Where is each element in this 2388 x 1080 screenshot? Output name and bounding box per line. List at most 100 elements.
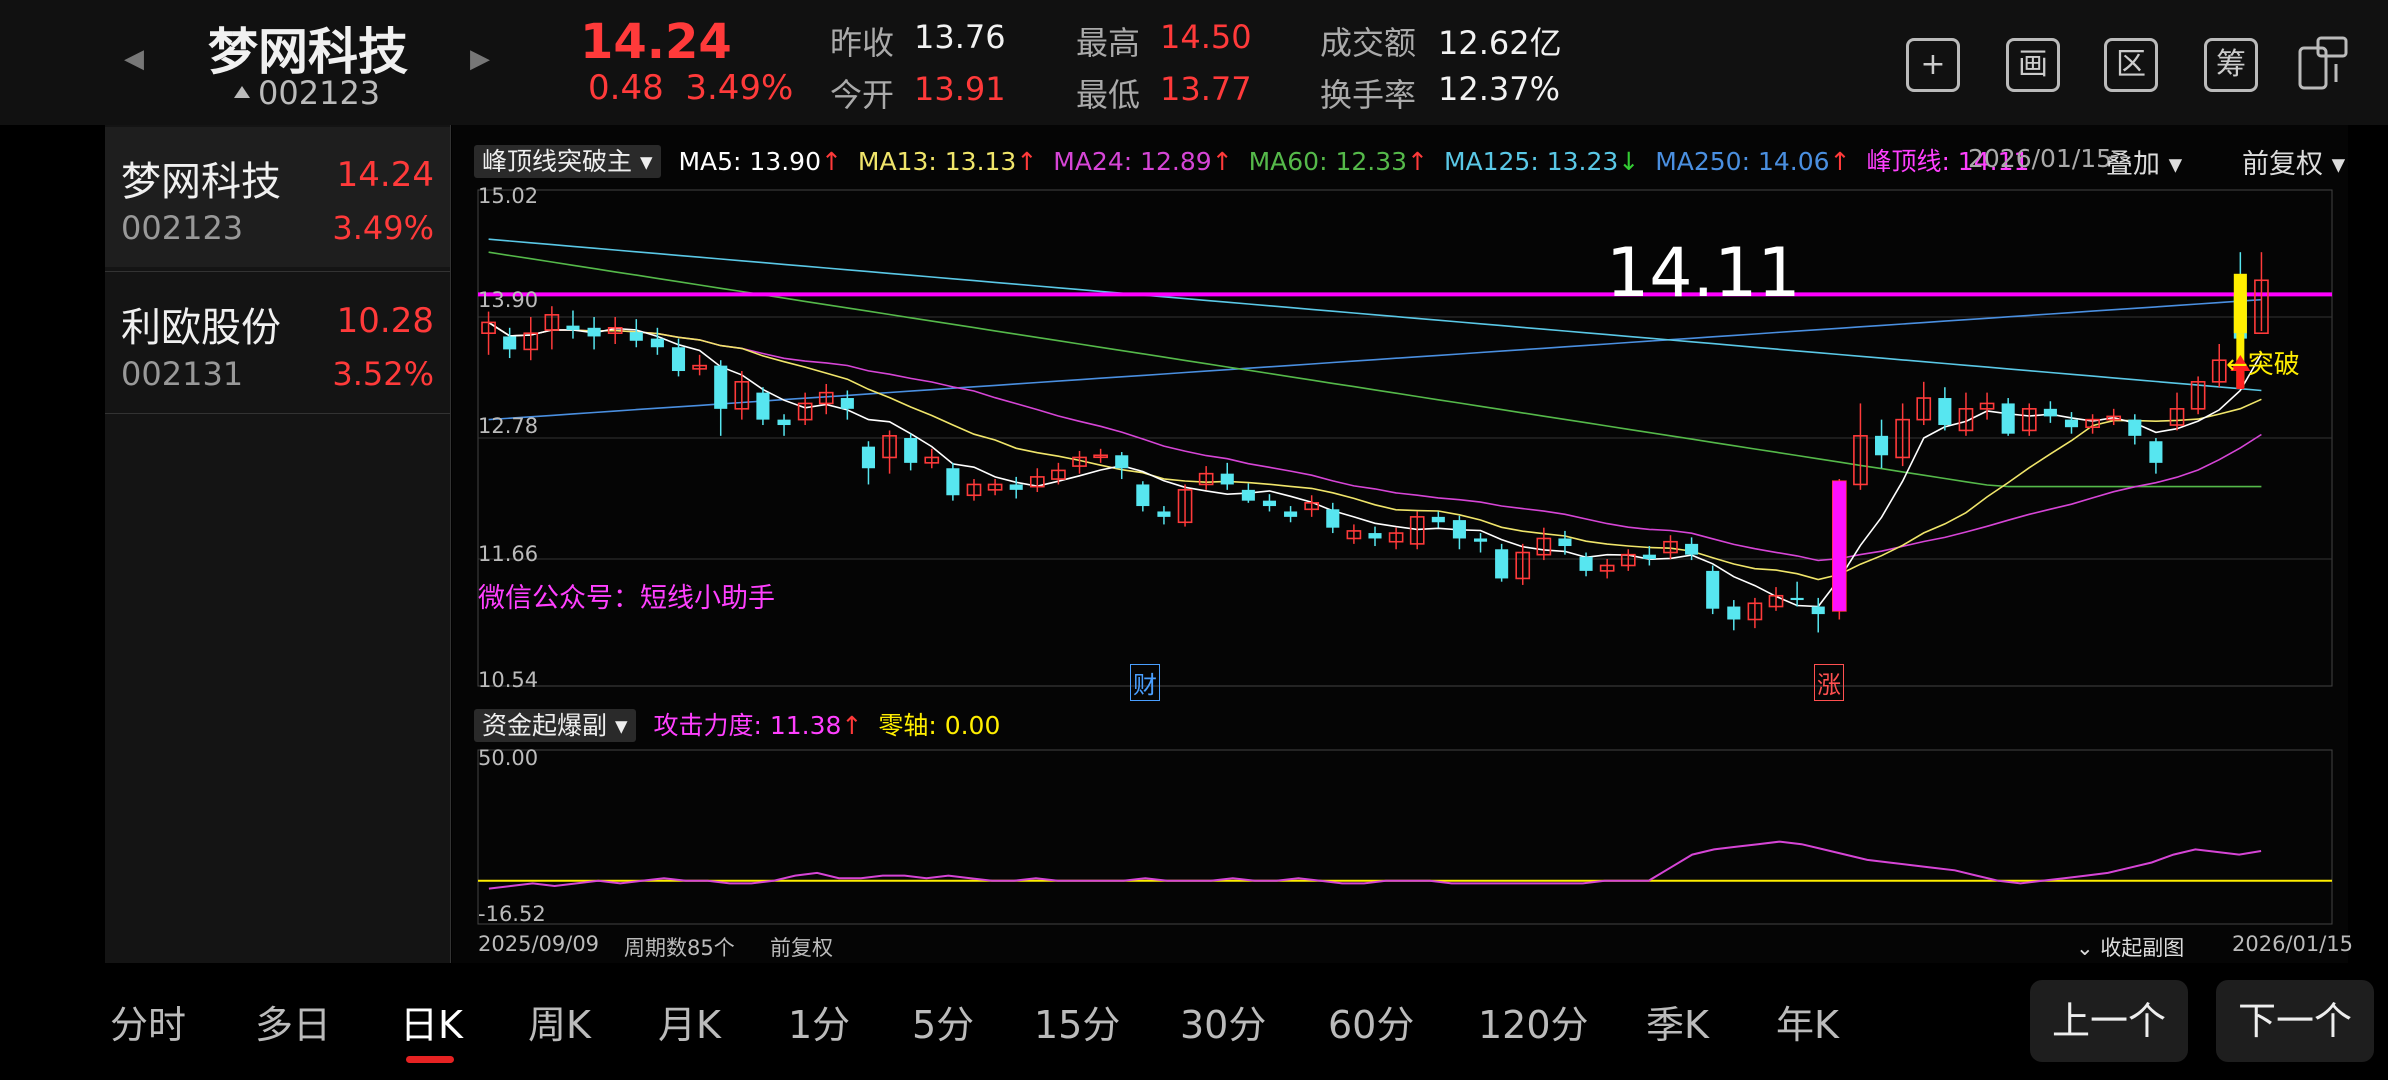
tab-7[interactable]: 15分 <box>1034 1003 1121 1047</box>
prev-button[interactable]: 上一个 <box>2030 980 2188 1062</box>
ma24-legend: MA24: 12.89 <box>1053 147 1212 176</box>
candle-body <box>714 365 728 409</box>
tab-2[interactable]: 日K <box>400 1003 463 1047</box>
candle-body <box>607 327 623 335</box>
tab-12[interactable]: 年K <box>1776 1003 1839 1047</box>
candle-body <box>840 398 854 409</box>
watchlist-code: 002123 <box>121 209 244 247</box>
candle-body <box>1979 402 1995 410</box>
candle-body <box>1157 511 1171 517</box>
watchlist-price: 10.28 <box>336 301 434 341</box>
sub-indicator-plot[interactable] <box>452 744 2348 930</box>
candle-body <box>587 327 601 337</box>
candle-body <box>1136 484 1150 507</box>
tab-8[interactable]: 30分 <box>1180 1003 1267 1047</box>
candle-body <box>2211 359 2227 383</box>
sub-y-bottom: -16.52 <box>478 902 546 926</box>
quote-header: ◀ 梦网科技 002123 ▶ 14.24 0.48 3.49% 昨收 13.7… <box>0 0 2388 125</box>
ma125-line <box>488 238 2262 392</box>
tab-10[interactable]: 120分 <box>1478 1003 1589 1047</box>
candle-body <box>629 332 643 341</box>
candle-body <box>1262 500 1277 507</box>
candle-body <box>2254 279 2269 335</box>
tab-6[interactable]: 5分 <box>912 1003 975 1047</box>
ma125-legend: MA125: 13.23 <box>1443 147 1619 176</box>
stock-name: 梦网科技 <box>208 23 408 81</box>
watchlist-item[interactable]: 梦网科技 002123 14.24 3.49% <box>105 127 450 267</box>
y-axis-label: 12.78 <box>478 414 539 438</box>
y-axis-label: 15.02 <box>478 184 539 208</box>
candle-body <box>797 402 813 421</box>
candle-body <box>1536 537 1552 556</box>
limit-up-marker[interactable]: 涨 <box>1814 664 1844 701</box>
main-indicator-select[interactable]: 峰顶线突破主 ▾ <box>474 145 661 178</box>
y-axis-label: 11.66 <box>478 542 539 566</box>
candle-body <box>1241 489 1255 501</box>
finance-marker[interactable]: 财 <box>1130 664 1160 701</box>
candle-body <box>1599 564 1615 572</box>
ma250-legend: MA250: 14.06 <box>1655 147 1830 176</box>
candle-body <box>818 391 834 405</box>
candle-body <box>2149 441 2163 463</box>
main-kline-plot[interactable] <box>452 180 2348 700</box>
next-stock-arrow-icon[interactable]: ▶ <box>470 44 490 74</box>
tab-1[interactable]: 多日 <box>255 1003 332 1047</box>
tab-5[interactable]: 1分 <box>788 1003 851 1047</box>
price-change: 0.48 3.49% <box>588 68 793 108</box>
range-stats-button[interactable]: 区 <box>2104 38 2158 92</box>
ma5-line <box>488 321 2263 608</box>
candle-body <box>1072 456 1087 467</box>
candle-body <box>1916 397 1932 421</box>
candle-body <box>1220 473 1234 485</box>
candle-body <box>2169 408 2185 426</box>
high-label: 最高 <box>1076 24 1141 62</box>
candle-body <box>1620 553 1636 567</box>
tab-9[interactable]: 60分 <box>1328 1003 1415 1047</box>
candle-body <box>1790 597 1804 601</box>
limit-up-candle-highlight <box>1832 481 1846 611</box>
turnover-rate-value: 12.37% <box>1438 70 1561 108</box>
breakout-candle-highlight <box>2233 273 2247 334</box>
candle-body <box>2085 418 2100 428</box>
adjust-dropdown[interactable]: 前复权 ▾ <box>2242 149 2346 180</box>
tab-4[interactable]: 月K <box>658 1003 721 1047</box>
rotate-screen-icon[interactable] <box>2296 34 2350 92</box>
overlay-dropdown[interactable]: 叠加 ▾ <box>2106 149 2183 180</box>
add-watchlist-button[interactable]: + <box>1906 38 1960 92</box>
tab-0[interactable]: 分时 <box>110 1003 187 1047</box>
watchlist-name: 梦网科技 <box>121 159 281 205</box>
candle-body <box>503 336 517 350</box>
tab-11[interactable]: 季K <box>1646 1003 1709 1047</box>
watchlist-item[interactable]: 利欧股份 002131 10.28 3.52% <box>105 273 450 413</box>
candle-body <box>1727 606 1741 620</box>
candle-body <box>2128 419 2142 436</box>
candle-body <box>1473 538 1488 542</box>
candle-body <box>904 438 918 463</box>
sub-indicator-select[interactable]: 资金起爆副 ▾ <box>474 709 636 742</box>
candle-body <box>946 468 960 496</box>
sub-plot-frame <box>477 749 2333 925</box>
candle-body <box>1368 533 1382 539</box>
chip-distribution-button[interactable]: 筹 <box>2204 38 2258 92</box>
change-pct: 3.49% <box>685 68 794 108</box>
next-button[interactable]: 下一个 <box>2216 980 2374 1062</box>
candle-body <box>1663 540 1678 554</box>
draw-tool-button[interactable]: 画 <box>2006 38 2060 92</box>
ma60-legend: MA60: 12.33 <box>1248 147 1408 176</box>
candle-body <box>1515 551 1531 580</box>
prev-stock-arrow-icon[interactable]: ◀ <box>124 44 144 74</box>
candle-body <box>523 332 539 351</box>
cursor-date: 2026/01/15 <box>1968 144 2113 173</box>
tab-3[interactable]: 周K <box>528 1003 591 1047</box>
footer-adjust: 前复权 <box>770 936 833 960</box>
low-value: 13.77 <box>1160 70 1252 108</box>
turnover-value: 12.62亿 <box>1438 24 1562 62</box>
candle-body <box>2021 408 2037 432</box>
candle-body <box>1747 602 1763 621</box>
collapse-subchart-button[interactable]: ⌄ 收起副图 <box>2076 936 2185 960</box>
watchlist-pct: 3.52% <box>332 355 434 393</box>
peak-value-label: 14.11 <box>1606 234 1801 313</box>
candle-body <box>692 364 707 370</box>
kline-chart-area[interactable] <box>452 125 2348 963</box>
candle-body <box>1051 469 1066 480</box>
